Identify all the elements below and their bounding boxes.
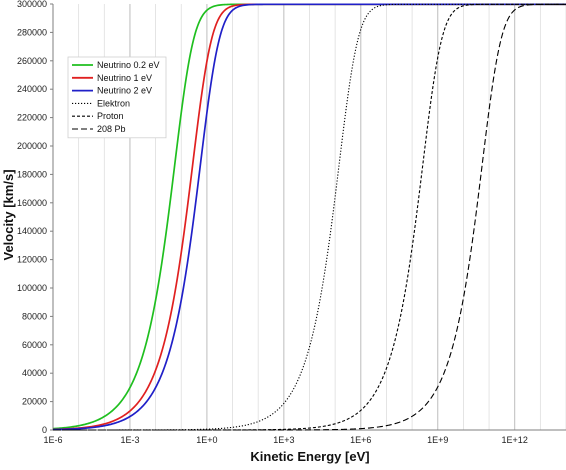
x-axis-title: Kinetic Energy [eV]	[250, 449, 369, 464]
series-layer	[52, 3, 566, 431]
series-line-neutrino-2-ev	[52, 3, 566, 431]
x-tick-label: 1E+6	[350, 435, 371, 445]
legend-box	[67, 56, 167, 139]
x-tick-label: 1E+9	[427, 435, 448, 445]
y-tick-label: 200000	[17, 141, 47, 151]
legend: Neutrino 0.2 eV Neutrino 1 eV Neutrino 2 e…	[67, 56, 167, 139]
y-tick-label: 40000	[22, 368, 47, 378]
legend-label: Elektron	[97, 98, 130, 108]
y-tick-label: 140000	[17, 226, 47, 236]
legend-label: Neutrino 0.2 eV	[97, 60, 160, 70]
tick-layer: 0 20000 40000 60000 80000 100000 120000 140000 1…	[17, 0, 528, 445]
legend-label: Proton	[97, 111, 124, 121]
series-line-elektron	[53, 3, 566, 431]
series-line-208-pb	[53, 3, 566, 431]
y-tick-label: 0	[42, 425, 47, 435]
y-tick-label: 260000	[17, 56, 47, 66]
x-tick-label: 1E+3	[273, 435, 294, 445]
x-tick-label: 1E+0	[196, 435, 217, 445]
x-tick-label: 1E-3	[120, 435, 139, 445]
y-axis-title: Velocity [km/s]	[1, 169, 16, 260]
y-tick-label: 80000	[22, 311, 47, 321]
y-tick-label: 280000	[17, 27, 47, 37]
y-tick-label: 220000	[17, 113, 47, 123]
legend-label: Neutrino 2 eV	[97, 86, 152, 96]
y-tick-label: 60000	[22, 340, 47, 350]
y-tick-label: 100000	[17, 283, 47, 293]
y-tick-label: 160000	[17, 198, 47, 208]
y-tick-label: 180000	[17, 169, 47, 179]
y-tick-label: 300000	[17, 0, 47, 9]
x-tick-label: 1E+12	[502, 435, 528, 445]
y-tick-label: 240000	[17, 84, 47, 94]
grid-layer	[52, 4, 566, 430]
y-tick-label: 20000	[22, 397, 47, 407]
legend-label: Neutrino 1 eV	[97, 73, 152, 83]
legend-label: 208 Pb	[97, 124, 126, 134]
y-tick-label: 120000	[17, 255, 47, 265]
x-tick-label: 1E-6	[43, 435, 62, 445]
